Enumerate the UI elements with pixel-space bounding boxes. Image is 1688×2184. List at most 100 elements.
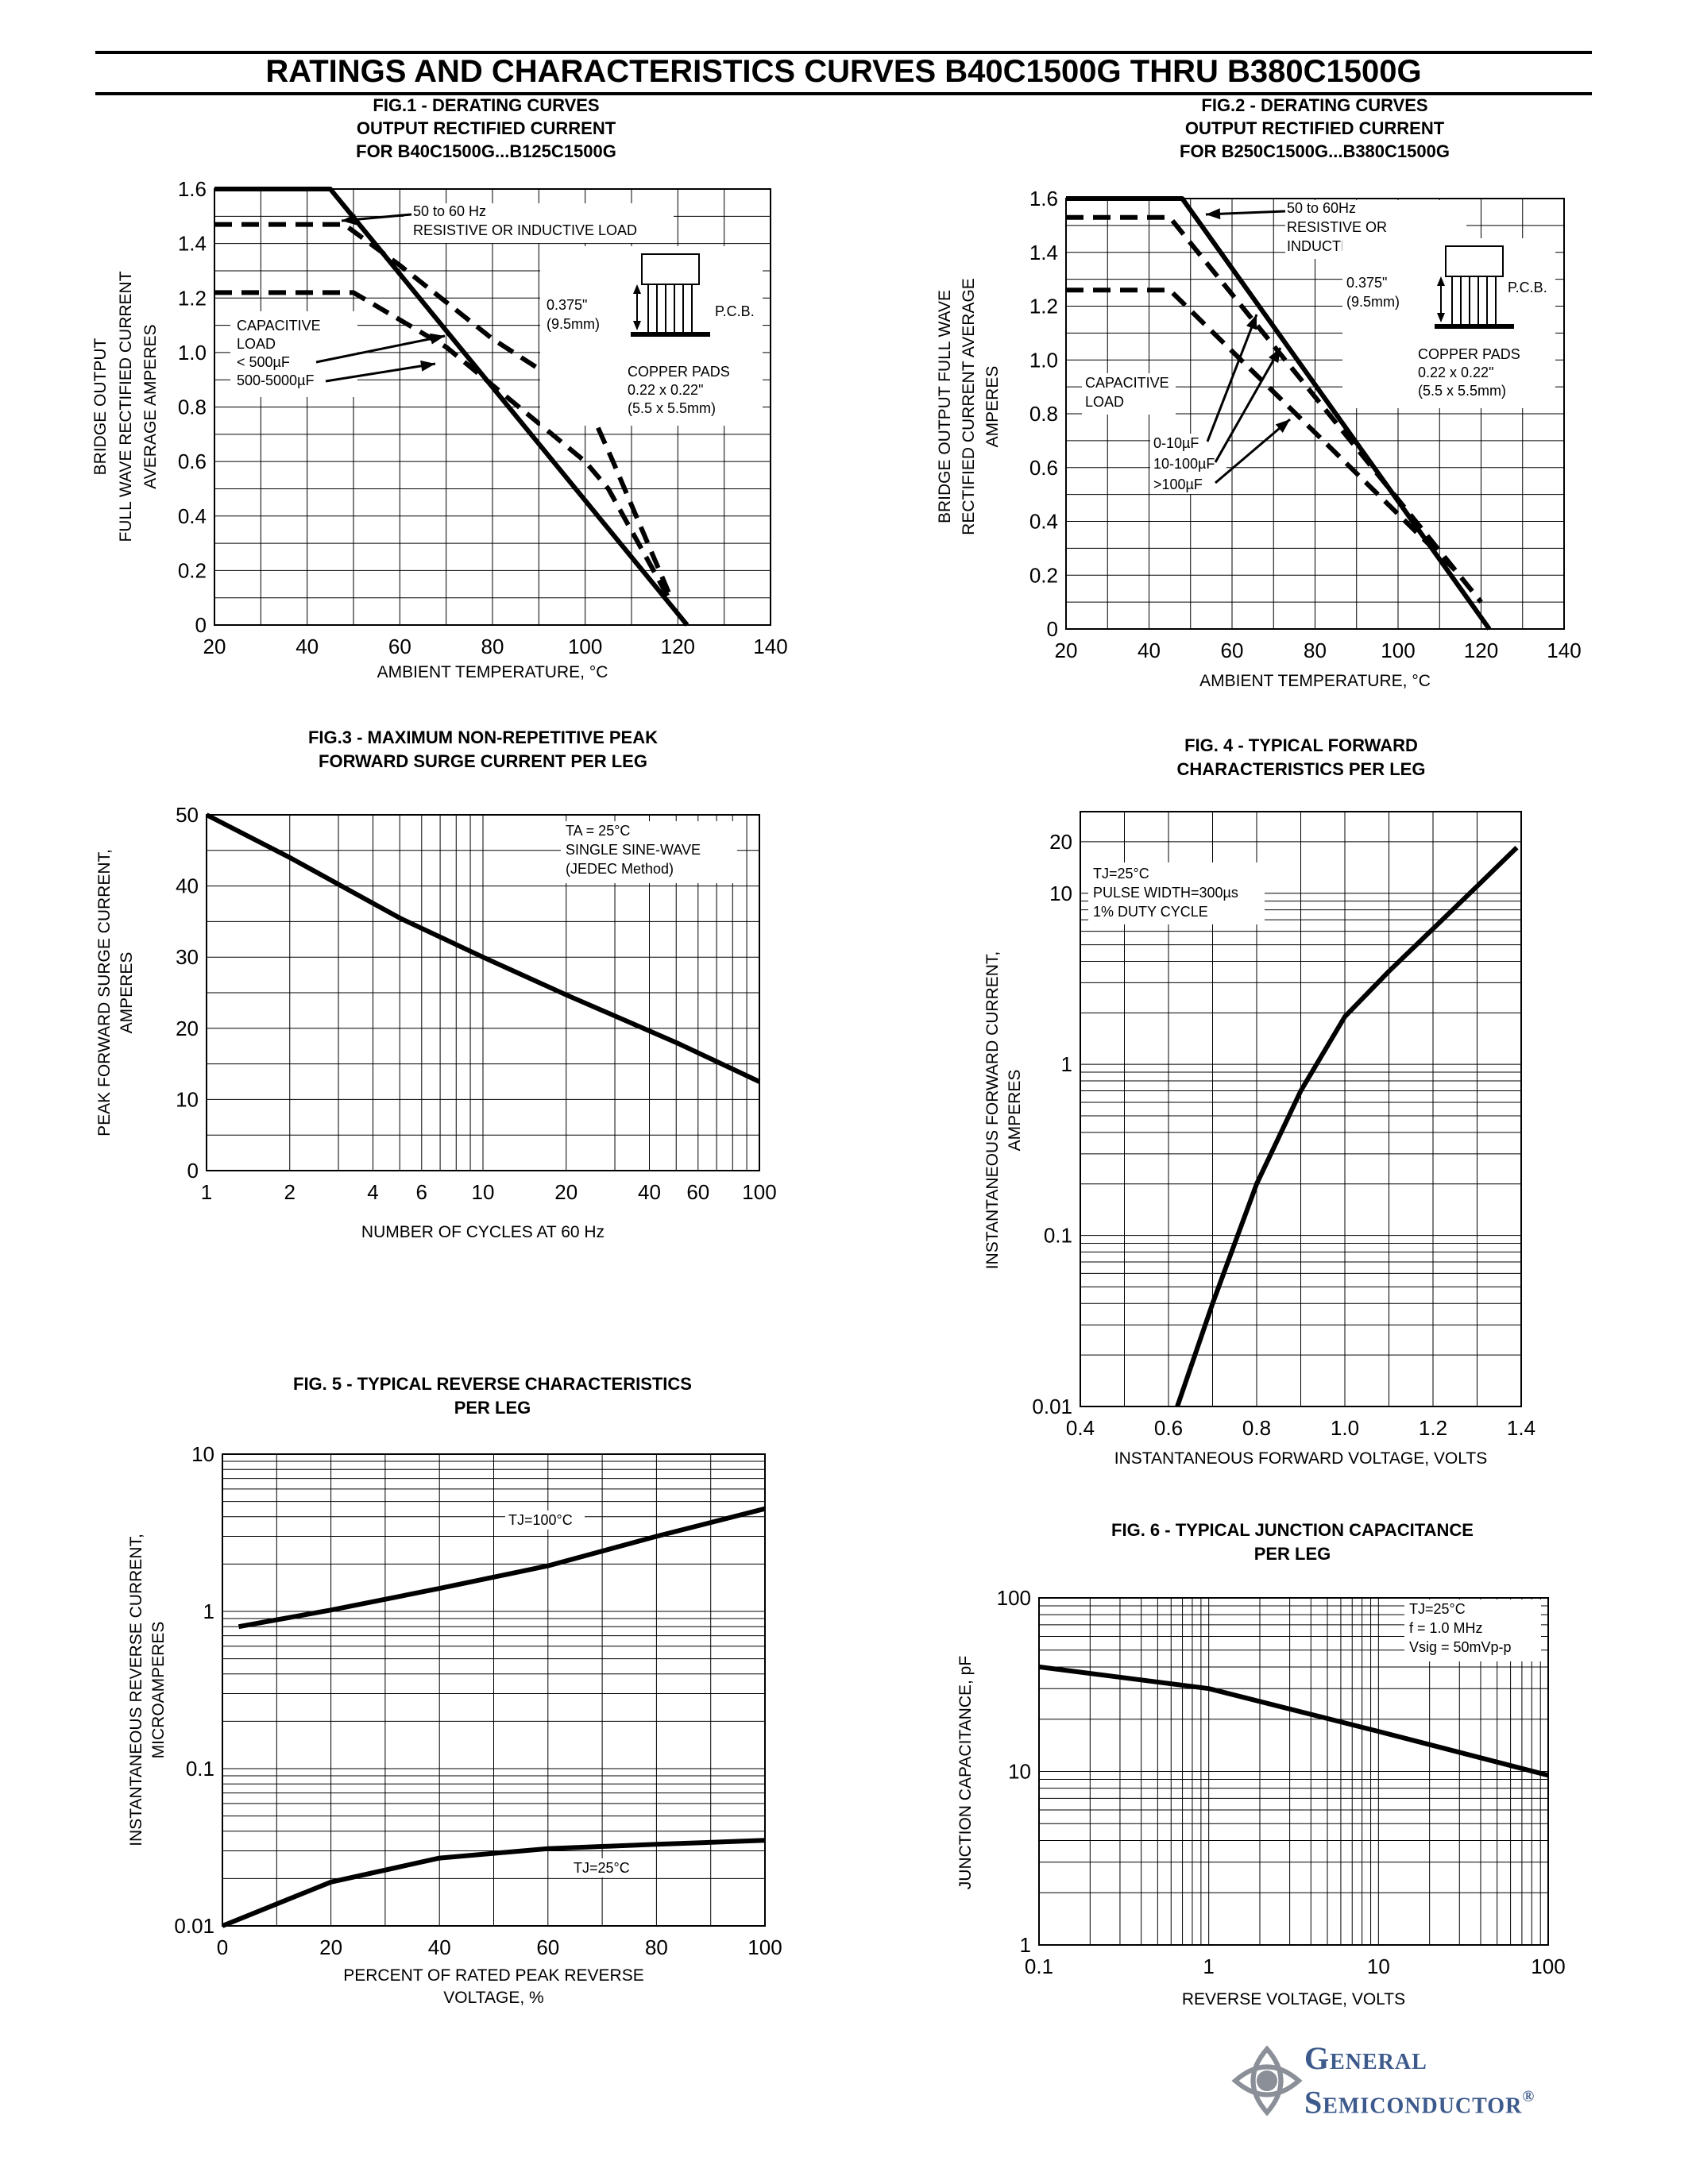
fig5-chart: FIG. 5 - TYPICAL REVERSE CHARACTERISTICS… <box>127 1374 782 2007</box>
fig5-y-tick-label: 0.1 <box>186 1757 214 1781</box>
fig5-x-tick-label: 0 <box>217 1935 228 1959</box>
fig1-x-axis-label: AMBIENT TEMPERATURE, °C <box>377 663 608 681</box>
fig5-label-bg-100 <box>505 1511 585 1530</box>
fig3-x-tick-label: 4 <box>367 1180 378 1204</box>
fig3-y-tick-label: 30 <box>176 945 199 969</box>
fig1-title-line: OUTPUT RECTIFIED CURRENT <box>357 118 616 138</box>
fig4-label-bg <box>1088 862 1265 924</box>
fig1-series-2-line <box>214 222 671 593</box>
fig1-annotation: (5.5 x 5.5mm) <box>628 400 716 416</box>
fig1-title-line: FIG.1 - DERATING CURVES <box>373 95 599 115</box>
fig2-annotation: 0-10µF <box>1153 435 1199 451</box>
fig5-title-line: PER LEG <box>454 1398 531 1418</box>
fig1-annotation: 50 to 60 Hz <box>413 203 486 219</box>
fig1-pcb-dimension-arrow-icon <box>633 321 641 330</box>
fig2-y-axis-label: BRIDGE OUTPUT FULL WAVE <box>936 290 954 523</box>
fig2-annotation: (9.5mm) <box>1346 294 1400 310</box>
fig3-label-bg <box>561 821 737 883</box>
fig1-x-tick-label: 20 <box>203 635 226 658</box>
fig5-label-bg-25 <box>570 1858 642 1877</box>
fig3-x-tick-label: 10 <box>472 1180 495 1204</box>
fig6-y-axis-label: JUNCTION CAPACITANCE, pF <box>956 1656 975 1889</box>
fig1-frame <box>214 188 771 626</box>
fig1-annotation: P.C.B. <box>715 303 755 319</box>
fig5-x-tick-label: 80 <box>645 1935 668 1959</box>
fig1-arrow-50hz-head <box>342 214 357 226</box>
fig3-annotation: (JEDEC Method) <box>566 861 674 877</box>
fig4-y-tick-label: 0.01 <box>1032 1395 1072 1418</box>
fig2-x-axis-label: AMBIENT TEMPERATURE, °C <box>1199 672 1431 690</box>
fig4-x-tick-label: 0.6 <box>1154 1416 1183 1440</box>
fig2-x-tick-label: 120 <box>1464 639 1498 662</box>
fig5-y-axis-label: INSTANTANEOUS REVERSE CURRENT, <box>127 1534 145 1846</box>
fig1-annotation: LOAD <box>237 336 276 352</box>
fig6-y-tick-label: 100 <box>997 1586 1031 1610</box>
fig5-grid <box>222 1454 766 1927</box>
fig6-annotation: TJ=25°C <box>1409 1601 1466 1617</box>
fig4-y-tick-label: 20 <box>1049 830 1072 854</box>
fig6-x-tick-label: 0.1 <box>1025 1954 1053 1978</box>
fig1-y-tick-label: 1.6 <box>178 177 207 201</box>
fig1-annotation: CAPACITIVE <box>237 318 321 334</box>
fig2-cap-bg <box>1082 373 1176 415</box>
fig1-annotation: 0.375" <box>547 297 587 313</box>
fig2-x-tick-label: 40 <box>1138 639 1161 662</box>
fig5-y-tick-label: 0.01 <box>174 1914 214 1938</box>
fig1-x-tick-label: 120 <box>661 635 695 658</box>
fig1-y-tick-label: 1.0 <box>178 341 207 365</box>
fig2-y-tick-label: 1.0 <box>1029 348 1058 372</box>
fig1-x-tick-label: 100 <box>568 635 602 658</box>
fig5-x-axis-label: VOLTAGE, % <box>443 1989 543 2007</box>
fig2-chart: FIG.2 - DERATING CURVES OUTPUT RECTIFIED … <box>936 95 1582 690</box>
fig4-x-tick-label: 1.4 <box>1507 1416 1535 1440</box>
fig6-y-tick-label: 10 <box>1008 1760 1031 1784</box>
logo-line-1: General <box>1304 2040 1427 2076</box>
fig3-x-tick-label: 1 <box>201 1180 212 1204</box>
fig1-x-tick-label: 80 <box>481 635 504 658</box>
fig3-frame <box>206 814 760 1171</box>
fig2-annotation: 50 to 60Hz <box>1287 200 1356 216</box>
fig2-pcb-body <box>1445 245 1504 277</box>
registered-mark: ® <box>1522 2088 1535 2105</box>
fig2-title-line: FIG.2 - DERATING CURVES <box>1201 95 1427 115</box>
fig6-series-1-line <box>1038 1664 1549 1778</box>
fig4-grid <box>1080 811 1522 1407</box>
fig1-y-tick-label: 1.2 <box>178 286 207 310</box>
fig1-y-tick-label: 0.4 <box>178 504 207 528</box>
fig6-x-tick-label: 1 <box>1203 1954 1214 1978</box>
fig5-y-tick-label: 10 <box>191 1442 214 1466</box>
fig2-annotation: 0.22 x 0.22" <box>1418 365 1493 380</box>
fig4-x-axis-label: INSTANTANEOUS FORWARD VOLTAGE, VOLTS <box>1114 1449 1487 1468</box>
fig2-arrow-10-100 <box>1214 347 1282 463</box>
fig2-annotation: LOAD <box>1085 394 1124 410</box>
fig3-y-tick-label: 10 <box>176 1087 199 1111</box>
fig2-y-axis-label: RECTIFIED CURRENT AVERAGE <box>960 278 978 535</box>
fig3-x-tick-label: 2 <box>284 1180 295 1204</box>
fig4-y-tick-label: 0.1 <box>1044 1224 1072 1248</box>
fig1-x-tick-label: 60 <box>388 635 411 658</box>
fig6-x-axis-label: REVERSE VOLTAGE, VOLTS <box>1182 1990 1405 2008</box>
logo-line-2: Semiconductor <box>1304 2084 1523 2120</box>
fig2-annotation: RESISTIVE OR <box>1287 219 1387 235</box>
fig1-title-line: FOR B40C1500G...B125C1500G <box>356 141 616 161</box>
fig2-y-tick-label: 0 <box>1047 617 1058 641</box>
fig4-x-tick-label: 0.4 <box>1066 1416 1095 1440</box>
page-title: RATINGS AND CHARACTERISTICS CURVES B40C1… <box>265 54 1422 89</box>
fig1-annotation: (9.5mm) <box>547 316 600 332</box>
fig3-title-line: FIG.3 - MAXIMUM NON-REPETITIVE PEAK <box>308 727 658 747</box>
fig3-y-tick-label: 40 <box>176 874 199 898</box>
fig2-annotation: 10-100µF <box>1153 456 1215 472</box>
fig2-series-3-line <box>1066 287 1462 577</box>
top-rule <box>95 51 1592 54</box>
fig4-title-line: FIG. 4 - TYPICAL FORWARD <box>1184 735 1418 755</box>
fig2-c-bg <box>1150 434 1226 494</box>
logo-mark-icon <box>1231 2045 1303 2116</box>
fig2-title-line: OUTPUT RECTIFIED CURRENT <box>1185 118 1445 138</box>
fig2-x-tick-label: 140 <box>1547 639 1581 662</box>
fig2-x-tick-label: 80 <box>1304 639 1327 662</box>
fig1-pcb-dimension-arrow-icon <box>633 284 641 294</box>
fig4-frame <box>1080 811 1522 1407</box>
fig1-pcb-board <box>631 332 710 337</box>
logo-wordmark: General Semiconductor® <box>1304 2039 1535 2121</box>
